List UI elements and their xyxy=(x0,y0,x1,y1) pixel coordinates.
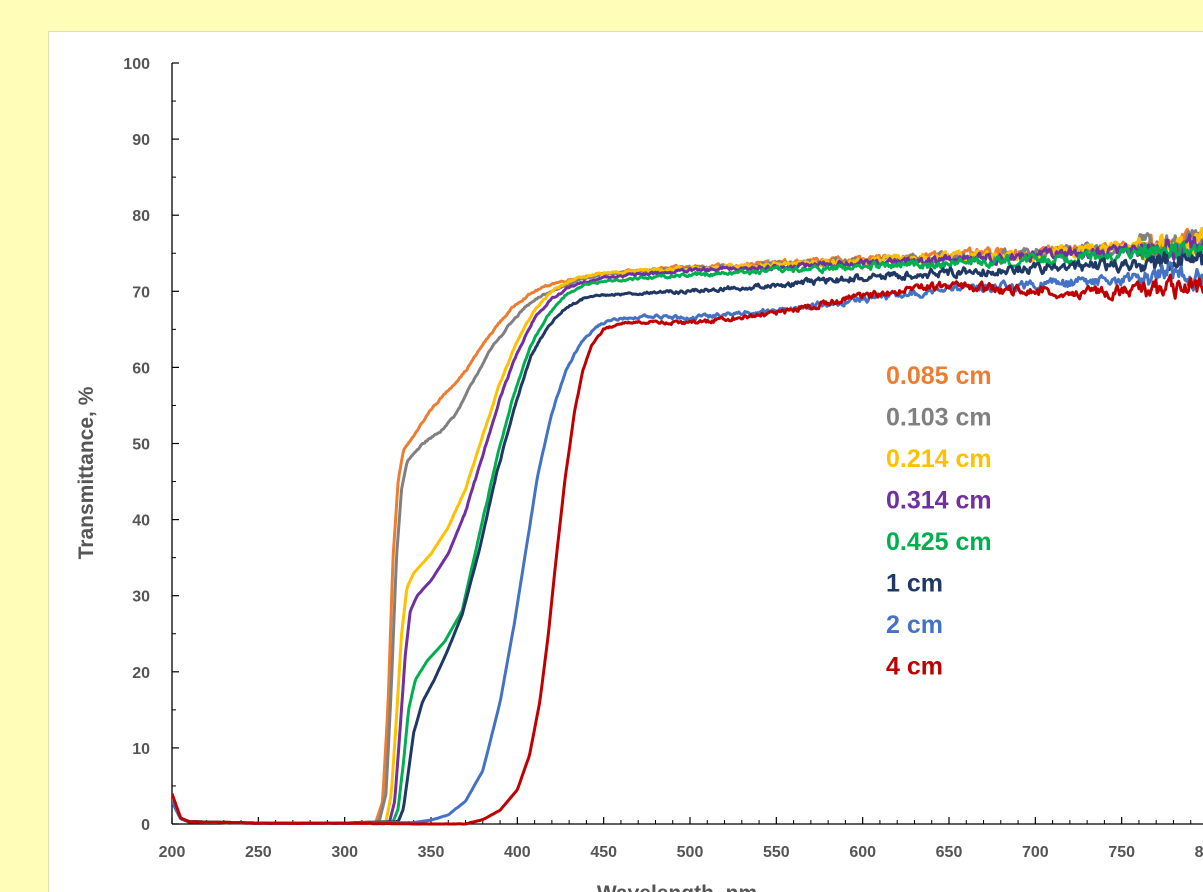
series-line-2-cm xyxy=(172,261,1203,825)
y-tick-label: 20 xyxy=(132,665,150,682)
x-tick-label: 400 xyxy=(504,844,531,861)
y-tick-label: 90 xyxy=(132,132,150,149)
y-axis: 0 10 20 30 40 50 60 70 80 90 100 xyxy=(123,56,179,834)
x-axis-title: Wavelength, nm xyxy=(597,882,757,892)
y-tick-label: 50 xyxy=(132,437,150,454)
x-tick-label: 250 xyxy=(245,844,272,861)
x-tick-label: 200 xyxy=(159,844,186,861)
x-tick-label: 500 xyxy=(677,844,704,861)
legend-entry: 0.314 cm xyxy=(886,487,992,515)
legend-entry: 2 cm xyxy=(886,611,943,639)
chart-panel: 0 10 20 30 40 50 60 70 80 90 100 200 250 300 350 400 45… xyxy=(48,31,1203,892)
legend-entry: 0.214 cm xyxy=(886,445,992,473)
x-tick-label: 550 xyxy=(763,844,790,861)
y-tick-label: 80 xyxy=(132,208,150,225)
x-axis: 200 250 300 350 400 450 500 550 600 650 700 750 800 xyxy=(159,817,1203,861)
x-tick-label: 600 xyxy=(849,844,876,861)
y-tick-label: 30 xyxy=(132,589,150,606)
series-line-1-cm xyxy=(172,251,1203,825)
x-tick-label: 350 xyxy=(418,844,445,861)
y-tick-label: 70 xyxy=(132,284,150,301)
x-tick-label: 450 xyxy=(590,844,617,861)
x-tick-label: 750 xyxy=(1108,844,1135,861)
x-tick-label: 300 xyxy=(331,844,358,861)
x-tick-label: 650 xyxy=(936,844,963,861)
series-lines xyxy=(172,226,1203,826)
legend-entry: 0.103 cm xyxy=(886,404,992,432)
y-tick-label: 100 xyxy=(123,56,150,73)
x-tick-label: 700 xyxy=(1022,844,1049,861)
transmittance-chart: 0 10 20 30 40 50 60 70 80 90 100 200 250 300 350 400 45… xyxy=(75,56,1203,892)
x-tick-label: 800 xyxy=(1195,844,1203,861)
y-tick-label: 40 xyxy=(132,513,150,530)
series-line-4-cm xyxy=(172,273,1203,826)
legend-entry: 1 cm xyxy=(886,570,943,598)
legend-entry: 0.425 cm xyxy=(886,528,992,556)
y-tick-label: 10 xyxy=(132,741,150,758)
y-axis-title: Transmittance, % xyxy=(75,386,98,559)
y-tick-label: 60 xyxy=(132,360,150,377)
series-line-0-425-cm xyxy=(172,240,1203,825)
legend-entry: 4 cm xyxy=(886,653,943,681)
legend: 0.085 cm 0.103 cm 0.214 cm 0.314 cm 0.425 cm… xyxy=(886,362,992,681)
legend-entry: 0.085 cm xyxy=(886,362,992,390)
y-tick-label: 0 xyxy=(141,817,150,834)
